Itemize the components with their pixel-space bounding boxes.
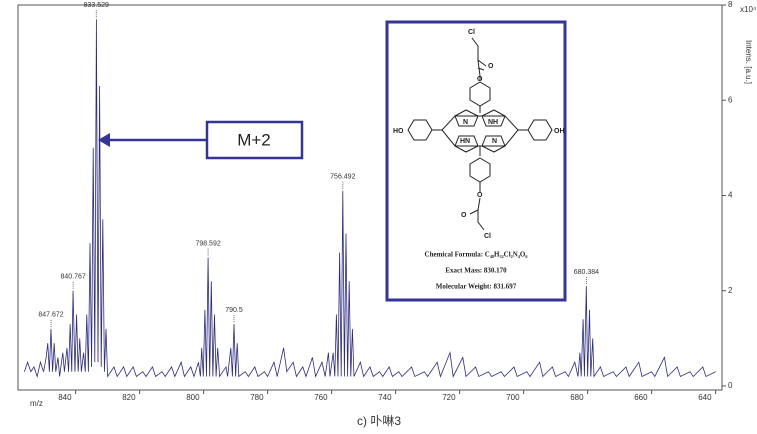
- atom-label: HO: [393, 128, 404, 135]
- peak-label: 833.529: [84, 2, 109, 9]
- formula: Chemical Formula: C₄₈H₃₂Cl₂N₄O₆: [425, 251, 528, 259]
- atom-label: O: [461, 212, 467, 219]
- x-tick-label: 840: [58, 393, 72, 402]
- pyrrole: [454, 135, 479, 153]
- x-tick-label: 660: [634, 393, 648, 402]
- x-tick-label: 720: [442, 393, 456, 402]
- atom-label: HN: [460, 138, 470, 145]
- peak-label: 847.672: [38, 312, 63, 319]
- pyrrole: [481, 135, 506, 153]
- peak-label: 798.592: [195, 240, 220, 247]
- y-tick-label: 6: [728, 95, 733, 104]
- peak-label: 840.767: [60, 274, 85, 281]
- atom-label: NH: [488, 119, 498, 126]
- x-tick-label: 780: [250, 393, 264, 402]
- peak-label: 756.492: [330, 174, 355, 181]
- pyrrole: [454, 109, 479, 127]
- atom-label: N: [492, 138, 497, 145]
- plot-area: 640 660 680 700 720 740 760 780 800 820 840 0 2 4 6 8 83…: [24, 0, 733, 402]
- annotation-label: M+2: [237, 130, 271, 149]
- arrow-head: [98, 133, 110, 147]
- atom-label: OH: [554, 128, 565, 135]
- y-tick-label: 0: [728, 381, 733, 390]
- atom-label: O: [477, 192, 483, 199]
- x-tick-label: 680: [570, 393, 584, 402]
- x-tick-label: 820: [122, 393, 136, 402]
- pyrrole: [481, 109, 506, 127]
- x-tick-label: 700: [506, 393, 520, 402]
- peak-label: 680.384: [574, 269, 599, 276]
- y-axis-label: Intens. [a.u.]: [744, 40, 753, 84]
- atom-label: N: [463, 119, 468, 126]
- peak-label: 790.5: [225, 307, 243, 314]
- plot-frame: [17, 4, 723, 391]
- chain-top: [471, 37, 487, 80]
- atom-label: O: [477, 76, 483, 83]
- x-tick-label: 760: [314, 393, 328, 402]
- x-tick-label: 800: [186, 393, 200, 402]
- y-tick-label: 4: [728, 191, 733, 200]
- chain-bottom: [469, 182, 485, 231]
- x-tick-label: 640: [698, 393, 712, 402]
- y-scale-label: x10⁴: [740, 5, 757, 14]
- x-tick-label: 740: [378, 393, 392, 402]
- atom-label: O: [488, 63, 494, 70]
- molecule-box: [385, 20, 567, 302]
- molecular-weight: Molecular Weight: 831.697: [436, 283, 517, 291]
- x-axis-label: m/z: [30, 399, 43, 408]
- caption: c) 卟啉3: [357, 414, 401, 428]
- y-tick-label: 8: [728, 0, 733, 9]
- y-tick-label: 2: [728, 286, 733, 295]
- molecule: Cl O O N NH HN N HO OH O O Cl Chemical F…: [385, 20, 567, 302]
- phenyl-left: [407, 119, 433, 141]
- phenyl-right: [527, 119, 553, 141]
- exact-mass: Exact Mass: 830.170: [445, 267, 507, 275]
- spectrum-line: [24, 19, 716, 378]
- atom-label: Cl: [484, 233, 491, 240]
- annotation-box: [205, 120, 304, 160]
- atom-label: Cl: [468, 29, 475, 36]
